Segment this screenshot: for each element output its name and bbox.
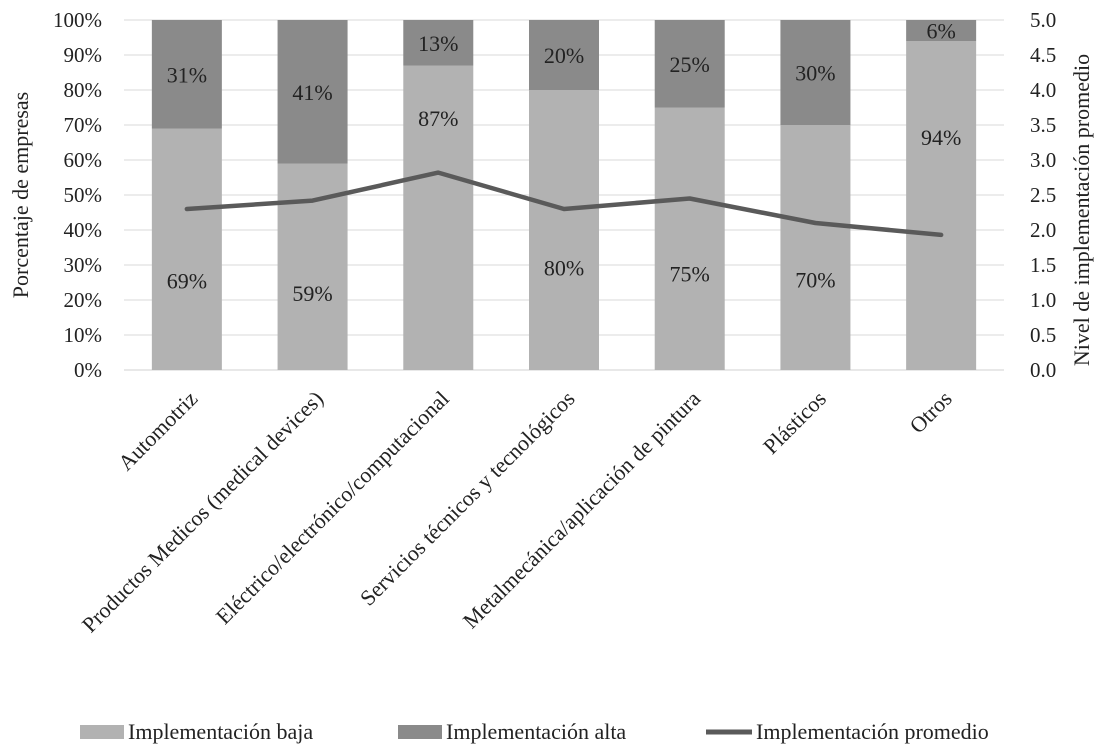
y-tick-label: 50% bbox=[64, 183, 103, 207]
category-label-5: Plásticos bbox=[758, 386, 831, 459]
y-tick-label: 80% bbox=[64, 78, 103, 102]
y2-tick-label: 3.5 bbox=[1030, 113, 1056, 137]
left-axis-ticks: 0% 10% 20% 30% 40% 50% 60% 70% 80% 90% 100% bbox=[53, 8, 102, 382]
bar-low-0 bbox=[151, 128, 222, 370]
label-low-0: 69% bbox=[167, 269, 207, 294]
y2-tick-label: 2.5 bbox=[1030, 183, 1056, 207]
label-low-1: 59% bbox=[292, 281, 332, 306]
y-tick-label: 100% bbox=[53, 8, 102, 32]
label-high-3: 20% bbox=[544, 43, 584, 68]
bar-low-6 bbox=[906, 41, 977, 370]
right-axis-ticks: 0.0 0.5 1.0 1.5 2.0 2.5 3.0 3.5 4.0 4.5 5.0 bbox=[1030, 8, 1056, 382]
y-tick-label: 90% bbox=[64, 43, 103, 67]
label-high-0: 31% bbox=[167, 62, 207, 87]
bar-low-2 bbox=[403, 65, 474, 370]
y-tick-label: 30% bbox=[64, 253, 103, 277]
label-high-5: 30% bbox=[795, 61, 835, 86]
y-axis-title: Porcentaje de empresas bbox=[8, 92, 33, 298]
legend-label-avg: Implementación promedio bbox=[756, 719, 989, 744]
legend: Implementación baja Implementación alta … bbox=[80, 719, 989, 744]
bar-high-2 bbox=[403, 20, 474, 66]
y2-tick-label: 2.0 bbox=[1030, 218, 1056, 242]
legend-swatch-high bbox=[398, 725, 442, 739]
label-low-4: 75% bbox=[670, 261, 710, 286]
y2-tick-label: 1.5 bbox=[1030, 253, 1056, 277]
y-tick-label: 10% bbox=[64, 323, 103, 347]
label-high-4: 25% bbox=[670, 52, 710, 77]
y2-axis-title: Nivel de implementación promedio bbox=[1069, 54, 1094, 366]
data-labels: 69% 31% 59% 41% 87% 13% 80% 20% 75% 25% 70% 30% 94% 6… bbox=[167, 19, 962, 306]
category-label-6: Otros bbox=[904, 386, 956, 438]
bar-low-1 bbox=[277, 163, 348, 370]
average-line-path bbox=[184, 170, 944, 238]
average-line bbox=[184, 170, 944, 238]
label-low-3: 80% bbox=[544, 255, 584, 280]
bar-high-3 bbox=[529, 20, 599, 90]
bar-high-5 bbox=[780, 20, 851, 125]
y2-tick-label: 0.5 bbox=[1030, 323, 1056, 347]
bar-low-3 bbox=[529, 90, 599, 370]
y2-tick-label: 4.5 bbox=[1030, 43, 1056, 67]
y2-tick-label: 1.0 bbox=[1030, 288, 1056, 312]
legend-label-low: Implementación baja bbox=[128, 719, 313, 744]
legend-swatch-low bbox=[80, 725, 124, 739]
y-tick-label: 60% bbox=[64, 148, 103, 172]
y2-tick-label: 0.0 bbox=[1030, 358, 1056, 382]
category-label-1: Productos Medicos (medical devices) bbox=[77, 386, 328, 637]
y-tick-label: 20% bbox=[64, 288, 103, 312]
bar-low-5 bbox=[780, 125, 851, 370]
y-tick-label: 70% bbox=[64, 113, 103, 137]
bars bbox=[151, 20, 977, 370]
label-low-6: 94% bbox=[921, 125, 961, 150]
bar-high-4 bbox=[654, 20, 725, 108]
bar-high-6 bbox=[906, 20, 977, 41]
label-high-2: 13% bbox=[418, 31, 458, 56]
category-label-2: Eléctrico/electrónico/computacional bbox=[211, 386, 454, 629]
label-high-6: 6% bbox=[926, 19, 955, 44]
bar-high-1 bbox=[277, 20, 348, 164]
bar-low-4 bbox=[654, 107, 725, 370]
y2-tick-label: 3.0 bbox=[1030, 148, 1056, 172]
label-high-1: 41% bbox=[292, 80, 332, 105]
label-low-5: 70% bbox=[795, 267, 835, 292]
category-label-3: Servicios técnicos y tecnológicos bbox=[355, 386, 580, 611]
y2-tick-label: 5.0 bbox=[1030, 8, 1056, 32]
y-tick-label: 0% bbox=[74, 358, 102, 382]
category-label-4: Metalmecánica/aplicación de pintura bbox=[458, 386, 706, 634]
label-low-2: 87% bbox=[418, 106, 458, 131]
y-tick-label: 40% bbox=[64, 218, 103, 242]
legend-label-high: Implementación alta bbox=[446, 719, 626, 744]
bar-high-0 bbox=[151, 20, 222, 129]
category-label-0: Automotriz bbox=[113, 386, 203, 476]
y2-tick-label: 4.0 bbox=[1030, 78, 1056, 102]
